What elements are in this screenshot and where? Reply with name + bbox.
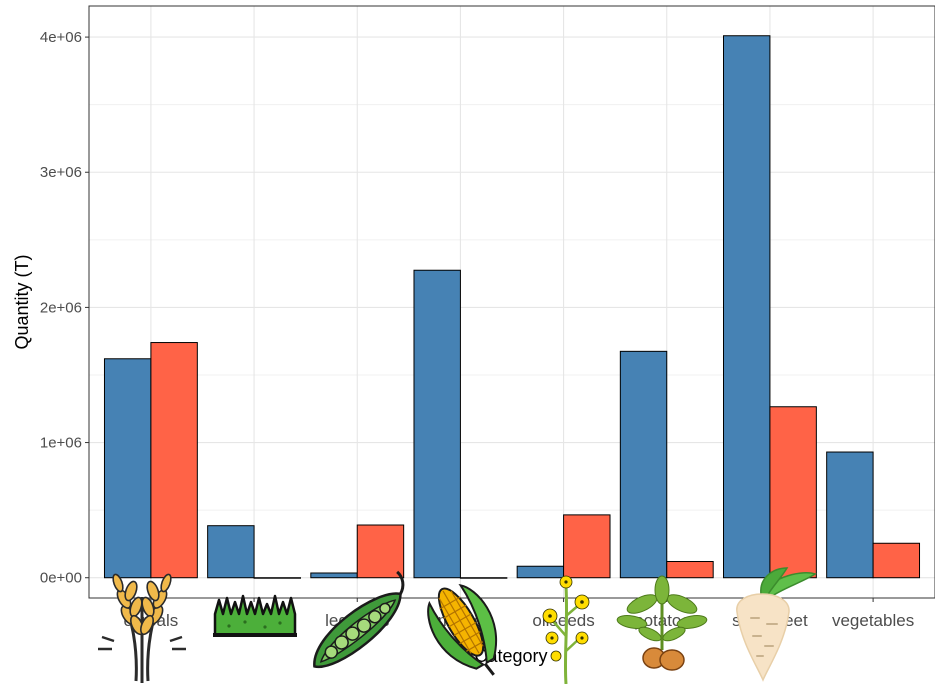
bar-oilseeds-series-1 [516,565,565,579]
bar-grass-series-1 [207,525,255,579]
bar-legumes-series-2 [356,524,405,579]
grass-icon [213,594,297,637]
bar-oilseeds-series-2 [563,514,611,579]
y-tick-label: 0e+00 [40,570,82,587]
bar-legumes-series-1 [310,572,358,579]
x-tick-label-vegetables: vegetables [832,611,914,630]
bar-sugarbeet-series-2 [769,406,817,579]
corn-icon [427,583,497,676]
potato-plant-icon [616,575,708,671]
bar-potatoes-series-1 [619,350,668,579]
rapeseed-flower-icon [542,575,590,684]
bars [103,35,921,579]
y-tick-label: 1e+06 [40,435,82,452]
bar-cereals-series-2 [150,342,198,579]
plot-panel-border [88,5,935,599]
wheat-icon [98,573,186,683]
y-axis-title: Quantity (T) [12,254,32,349]
bar-vegetables-series-2 [872,542,921,579]
bar-cereals-series-1 [103,358,152,579]
pea-pod-icon [313,570,405,668]
bar-maize-series-1 [413,269,461,579]
bar-potatoes-series-2 [666,561,714,579]
bar-sugarbeet-series-1 [723,35,771,579]
bar-grass-series-2 [253,577,301,579]
y-tick-label: 4e+06 [40,29,82,46]
y-axis: 0e+00 1e+06 2e+06 3e+06 4e+06 [40,29,89,587]
y-tick-label: 3e+06 [40,164,82,181]
bar-vegetables-series-1 [826,451,874,579]
bar-maize-series-2 [459,577,508,579]
sugarbeet-icon [736,567,817,682]
y-tick-label: 2e+06 [40,299,82,316]
x-tick-label-oilseeds: oilseeds [532,611,594,630]
